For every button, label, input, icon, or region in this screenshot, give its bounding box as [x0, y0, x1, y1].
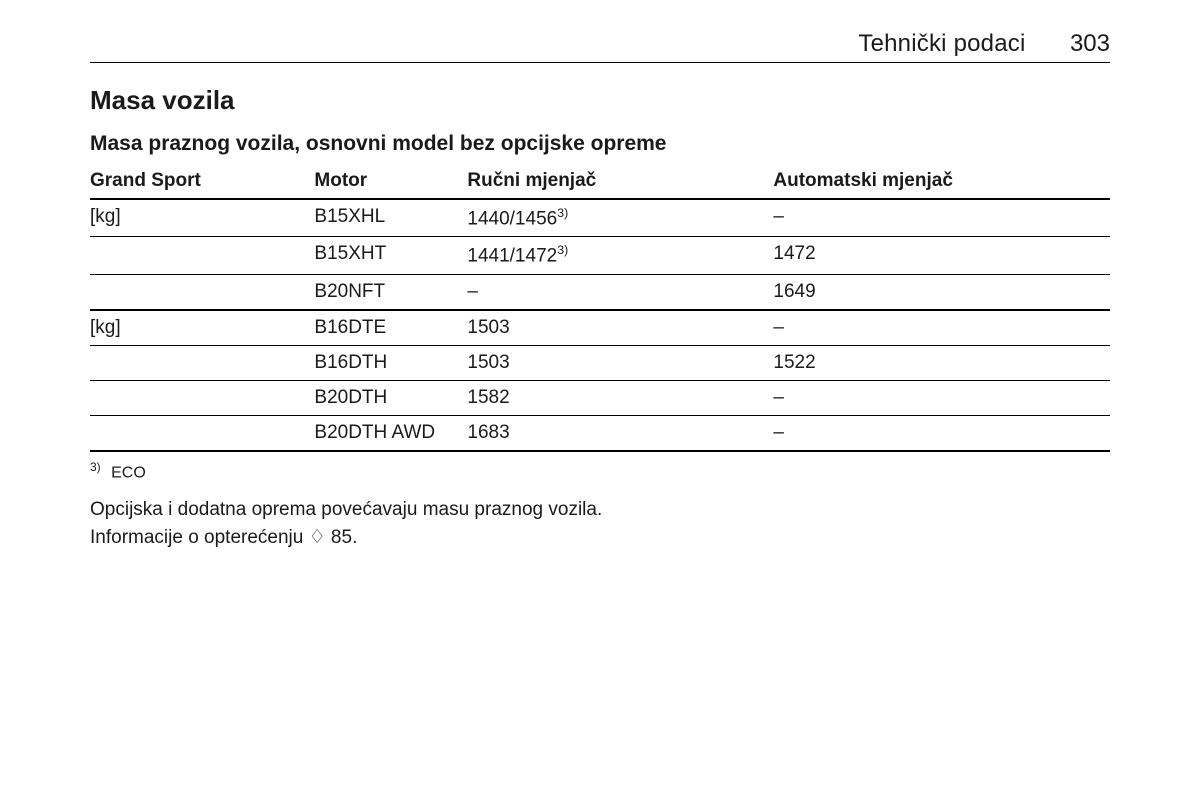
cell-auto: – [773, 199, 1110, 237]
heading-1: Masa vozila [90, 85, 1110, 116]
cell-manual: – [467, 274, 773, 310]
table-row: B20DTH1582– [90, 380, 1110, 415]
page-container: Tehnički podaci 303 Masa vozila Masa pra… [0, 0, 1200, 553]
cell-manual-sup: 3) [557, 206, 568, 220]
cell-manual-sup: 3) [557, 243, 568, 257]
cell-motor: B20NFT [314, 274, 467, 310]
cell-auto: – [773, 310, 1110, 346]
col-header-auto: Automatski mjenjač [773, 166, 1110, 199]
footnote-text: ECO [111, 464, 146, 481]
cell-auto: – [773, 380, 1110, 415]
cell-manual: 1441/14723) [467, 237, 773, 274]
cell-variant [90, 380, 314, 415]
cell-motor: B20DTH AWD [314, 415, 467, 450]
cell-motor: B16DTH [314, 345, 467, 380]
cell-auto: 1472 [773, 237, 1110, 274]
cell-variant [90, 274, 314, 310]
col-header-variant: Grand Sport [90, 166, 314, 199]
table-bottom-rule [90, 450, 1110, 452]
cell-motor: B20DTH [314, 380, 467, 415]
cell-manual: 1683 [467, 415, 773, 450]
cell-motor: B15XHL [314, 199, 467, 237]
footnote: 3) ECO [90, 460, 1110, 482]
header-page-number: 303 [1070, 30, 1110, 57]
cell-auto: 1522 [773, 345, 1110, 380]
weights-table: Grand Sport Motor Ručni mjenjač Automats… [90, 166, 1110, 451]
cell-variant [90, 345, 314, 380]
footnote-marker: 3) [90, 460, 101, 474]
table-row: B20DTH AWD1683– [90, 415, 1110, 450]
cell-variant [90, 237, 314, 274]
table-row: [kg]B16DTE1503– [90, 310, 1110, 346]
cell-manual: 1503 [467, 310, 773, 346]
table-header-row: Grand Sport Motor Ručni mjenjač Automats… [90, 166, 1110, 199]
cell-auto: 1649 [773, 274, 1110, 310]
note-line: Opcijska i dodatna oprema povećavaju mas… [90, 496, 1110, 525]
cell-variant [90, 415, 314, 450]
cell-manual: 1503 [467, 345, 773, 380]
cell-motor: B15XHT [314, 237, 467, 274]
table-row: B15XHT1441/14723)1472 [90, 237, 1110, 274]
heading-2: Masa praznog vozila, osnovni model bez o… [90, 132, 1110, 156]
page-header: Tehnički podaci 303 [90, 30, 1110, 63]
col-header-manual: Ručni mjenjač [467, 166, 773, 199]
header-section-title: Tehnički podaci [858, 30, 1025, 57]
cell-variant: [kg] [90, 310, 314, 346]
cell-manual: 1440/14563) [467, 199, 773, 237]
col-header-motor: Motor [314, 166, 467, 199]
table-row: B16DTH15031522 [90, 345, 1110, 380]
table-row: [kg]B15XHL1440/14563)– [90, 199, 1110, 237]
cell-motor: B16DTE [314, 310, 467, 346]
note-line: Informacije o opterećenju ♢ 85. [90, 524, 1110, 553]
table-row: B20NFT–1649 [90, 274, 1110, 310]
cell-manual: 1582 [467, 380, 773, 415]
cell-auto: – [773, 415, 1110, 450]
cell-variant: [kg] [90, 199, 314, 237]
